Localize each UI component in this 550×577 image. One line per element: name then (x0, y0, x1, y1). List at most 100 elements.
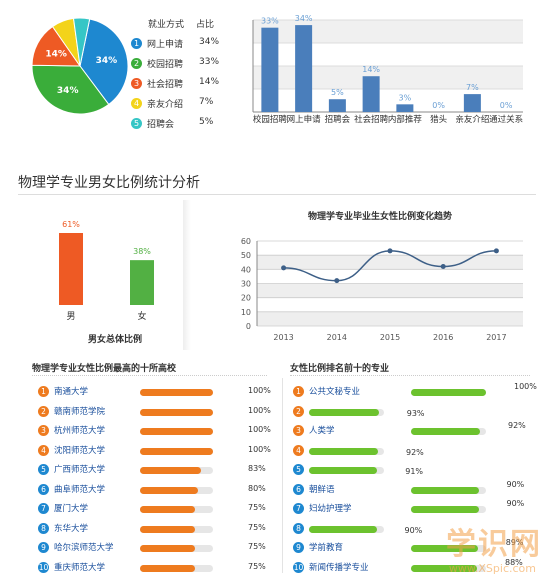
rank-row: 2 赣南师范学院 100% (38, 405, 288, 419)
rank-row: 4 沈阳师范大学 100% (38, 444, 288, 458)
rank-name: 人类学 (309, 426, 335, 436)
method-bar (261, 27, 279, 112)
rank-row: 10 重庆师范大学 75% (38, 561, 288, 575)
rank-number: 1 (293, 386, 304, 397)
rank-number: 7 (293, 503, 304, 514)
rank-bar-fill (411, 428, 480, 435)
method-bar-value: 7% (466, 83, 479, 92)
rank-bar-pct: 92% (508, 421, 526, 430)
trend-point (281, 265, 287, 271)
rank-number: 8 (293, 522, 304, 534)
rank-bar-track (411, 389, 486, 396)
rank-bar-track (309, 467, 384, 474)
rank-name: 朝鲜语 (309, 484, 335, 495)
gender-chart-title: 男女总体比例 (88, 333, 142, 345)
rank-bar-track (309, 525, 384, 533)
rank-number: 3 (293, 425, 304, 436)
rank-row: 7 妇幼护理学 90% (293, 499, 543, 516)
rank-number: 4 (38, 444, 49, 456)
method-bar-category: 内部推荐 (388, 114, 423, 125)
rank-bar-fill (140, 428, 213, 435)
rank-row: 10 新闻传播学专业 88% (293, 557, 543, 575)
rank-number: 6 (293, 483, 304, 495)
pie-slice-1 (79, 18, 129, 106)
rank-name: 赣南师范学院 (54, 406, 106, 417)
section-title: 物理学专业男女比例统计分析 (18, 175, 200, 191)
rank-row: 6 曲阜师范大学 80% (38, 483, 288, 497)
university-rank-divider (32, 375, 267, 376)
rank-name: 妇幼护理学 (309, 504, 352, 514)
rank-bar-pct: 75% (248, 561, 266, 571)
rank-name: 学前教育 (309, 543, 344, 553)
method-bar-category: 校园招聘 (253, 114, 288, 125)
rank-bar-fill (411, 389, 486, 396)
rank-number: 10 (293, 561, 304, 573)
rank-bar-track (140, 408, 213, 416)
rank-row: 9 哈尔滨师范大学 75% (38, 541, 288, 555)
trend-y-tick: 20 (241, 294, 251, 303)
method-bar (463, 94, 481, 112)
pie-slice-label-1: 34% (96, 56, 118, 66)
method-bar-value: 3% (399, 93, 412, 102)
pie-legend-item: 2 校园招聘 33% (131, 57, 231, 71)
rank-row: 6 朝鲜语 90% (293, 479, 543, 497)
trend-x-tick: 2013 (273, 333, 293, 342)
rank-bar-pct: 80% (248, 483, 266, 493)
rank-row: 7 厦门大学 75% (38, 502, 288, 516)
rank-name: 新闻传播学专业 (309, 562, 369, 573)
rank-row: 1 南通大学 100% (38, 385, 288, 399)
pie-slice-label-2: 34% (57, 86, 79, 96)
rank-row: 9 学前教育 89% (293, 538, 543, 555)
legend-number: 5 (131, 118, 142, 129)
rank-number: 2 (38, 405, 49, 417)
rank-bar-fill (411, 506, 479, 513)
rank-bar-track (140, 486, 213, 494)
pie-legend-item: 1 网上申请 34% (131, 37, 231, 51)
rank-bar-fill (411, 486, 479, 494)
pie-legend-item: 4 亲友介绍 7% (131, 97, 231, 111)
rank-bar-track (140, 564, 213, 572)
rank-bar-pct: 100% (514, 382, 537, 391)
method-bar-category: 社会招聘 (354, 114, 389, 125)
rank-name: 哈尔滨师范大学 (54, 543, 114, 553)
rank-bar-fill (411, 564, 477, 572)
method-bar-value: 0% (500, 101, 513, 110)
rank-bar-pct: 83% (248, 464, 266, 473)
rank-bar-fill (140, 467, 201, 474)
rank-name: 南通大学 (54, 387, 89, 397)
trend-point (387, 248, 393, 254)
rank-bar-pct: 89% (505, 538, 524, 547)
rank-row: 8 东华大学 75% (38, 522, 288, 536)
gender-bar-value: 61% (62, 220, 80, 229)
rank-bar-fill (140, 564, 195, 572)
rank-name: 沈阳师范大学 (54, 445, 106, 456)
rank-bar-pct: 75% (248, 542, 266, 551)
rank-bar-fill (140, 506, 195, 513)
pie-header-method: 就业方式 (148, 20, 185, 30)
legend-pct: 34% (199, 37, 220, 47)
trend-point (440, 264, 446, 269)
rank-number: 5 (38, 464, 49, 475)
university-rank-title: 物理学专业女性比例最高的十所高校 (32, 364, 177, 374)
trend-x-tick: 2014 (327, 333, 347, 342)
legend-label: 招聘会 (147, 120, 175, 130)
pie-legend-item: 3 社会招聘 14% (131, 77, 231, 91)
rank-bar-fill (140, 447, 213, 455)
method-bar-chart: 33% 校园招聘 34% 网上申请 5% 招聘会 14% 社会招聘 3% 内部推荐 0% 猎头 7% 亲友… (252, 14, 523, 125)
rank-bar-pct: 90% (506, 499, 525, 508)
rank-bar-track (140, 525, 213, 533)
rank-bar-pct: 88% (505, 557, 523, 567)
rank-number: 2 (293, 405, 304, 417)
rank-panel-divider (282, 378, 283, 573)
method-bar-value: 0% (432, 101, 445, 110)
gender-bar-value: 38% (133, 247, 151, 256)
rank-bar-pct: 90% (506, 479, 525, 489)
rank-bar-track (309, 408, 384, 416)
trend-y-tick: 10 (241, 308, 251, 317)
pie-legend-item: 5 招聘会 5% (131, 117, 231, 131)
legend-label: 校园招聘 (147, 60, 184, 70)
gender-bar-category: 男 (66, 311, 75, 322)
legend-pct: 33% (199, 57, 220, 67)
rank-bar-fill (309, 525, 377, 533)
